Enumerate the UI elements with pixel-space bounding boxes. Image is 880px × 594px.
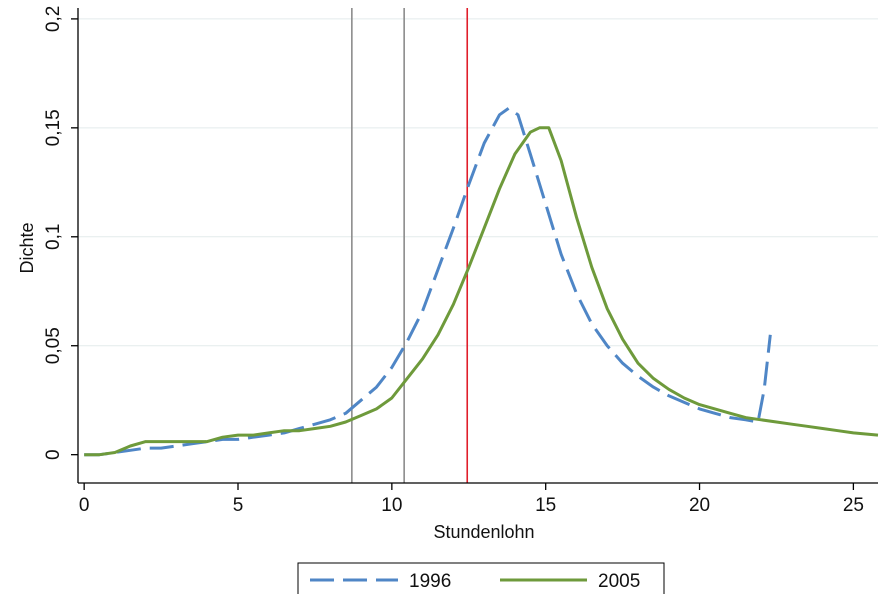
y-tick-label-2: 0,1 bbox=[43, 224, 64, 250]
legend: 1996 2005 bbox=[297, 562, 665, 594]
series-line-1996 bbox=[84, 106, 772, 457]
series-lines bbox=[84, 106, 879, 457]
y-tick-label-4: 0,2 bbox=[43, 6, 64, 32]
x-tick-label-4: 20 bbox=[689, 495, 710, 516]
legend-label-2005: 2005 bbox=[598, 571, 640, 592]
y-tick-label-1: 0,05 bbox=[43, 327, 64, 364]
axes bbox=[77, 8, 878, 484]
y-tick-label-0: 0 bbox=[43, 449, 64, 460]
grid-lines bbox=[78, 18, 878, 347]
y-tick-label-3: 0,15 bbox=[43, 109, 64, 146]
y-axis-title: Dichte bbox=[17, 222, 37, 273]
x-tick-label-1: 5 bbox=[233, 495, 244, 516]
series-line-2005 bbox=[84, 126, 879, 457]
reference-lines bbox=[351, 8, 469, 483]
x-tick-label-3: 15 bbox=[535, 495, 556, 516]
x-tick-label-2: 10 bbox=[381, 495, 402, 516]
x-axis-title: Stundenlohn bbox=[433, 522, 534, 542]
axis-ticks: 0 0,05 0,1 0,15 0,2 0 5 10 15 20 25 bbox=[43, 6, 864, 516]
legend-label-1996: 1996 bbox=[409, 571, 451, 592]
x-tick-label-0: 0 bbox=[79, 495, 90, 516]
x-tick-label-5: 25 bbox=[843, 495, 864, 516]
